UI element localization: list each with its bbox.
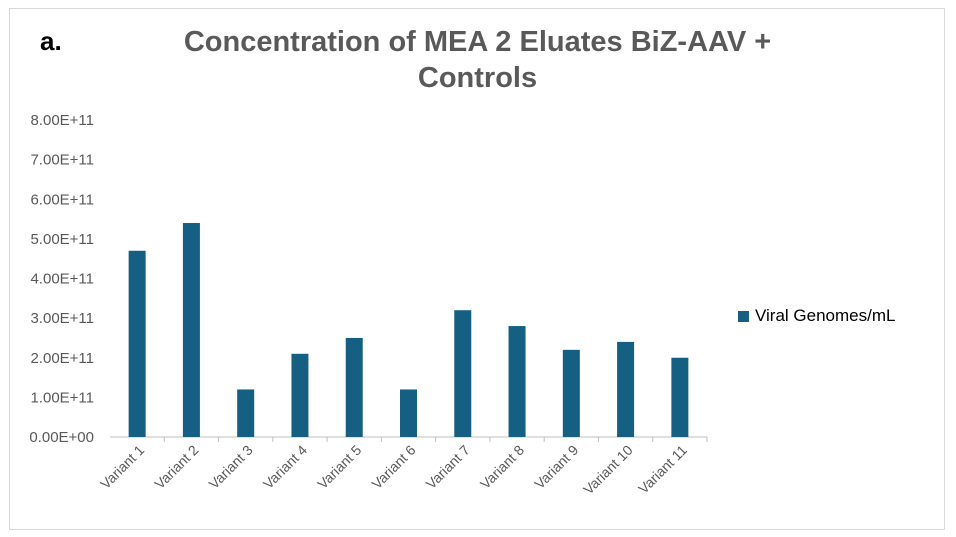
legend: Viral Genomes/mL [738,306,895,326]
y-tick-label: 8.00E+11 [30,112,94,129]
x-tick-label: Variant 2 [151,442,201,492]
x-tick-label: Variant 9 [531,442,581,492]
y-tick-label: 6.00E+11 [30,191,94,208]
y-tick-label: 0.00E+00 [29,429,94,446]
y-tick-label: 3.00E+11 [30,310,94,327]
bar [237,389,255,437]
legend-swatch [738,310,749,322]
x-tick-label: Variant 5 [314,442,364,492]
bar [562,349,580,437]
bar [128,250,146,437]
bar [454,310,472,437]
bar [291,353,309,437]
y-tick-label: 1.00E+11 [30,389,94,406]
bar [671,357,689,437]
y-tick-label: 5.00E+11 [30,231,94,248]
x-tick-label: Variant 6 [368,442,418,492]
x-tick-label: Variant 3 [206,442,256,492]
x-tick-label: Variant 1 [97,442,147,492]
chart-title: Concentration of MEA 2 Eluates BiZ-AAV +… [183,26,772,94]
bar [617,341,635,437]
x-tick-label: Variant 7 [423,442,473,492]
bar [182,223,200,437]
bar [400,389,417,437]
bar [345,337,363,437]
panel-label: a. [40,26,62,56]
x-tick-label: Variant 8 [477,442,527,492]
y-tick-label: 2.00E+11 [30,350,94,367]
bar [508,326,526,437]
x-tick-label: Variant 11 [635,442,690,497]
x-tick-label: Variant 10 [580,442,636,498]
y-tick-label: 4.00E+11 [30,271,94,288]
legend-label: Viral Genomes/mL [755,306,896,325]
x-tick-label: Variant 4 [260,442,310,492]
y-tick-label: 7.00E+11 [30,152,94,169]
chart-frame [9,8,945,530]
